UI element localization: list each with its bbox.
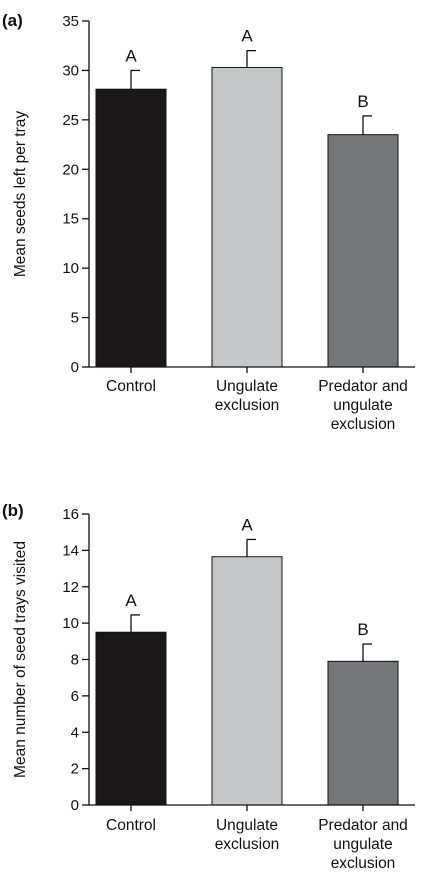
x-tick-label-line: exclusion (215, 397, 280, 414)
panel-label: (b) (2, 501, 24, 520)
bar (327, 660, 399, 806)
significance-letter: A (241, 27, 253, 46)
bar (211, 556, 283, 806)
y-tick-label: 0 (71, 797, 79, 814)
y-tick-label: 4 (71, 724, 79, 741)
x-tick-label: Predator and ungulate exclusion (318, 378, 408, 433)
y-tick-label: 35 (62, 13, 79, 30)
x-tick-label: Control (106, 378, 156, 395)
significance-letter: A (125, 46, 137, 65)
x-tick-label-line: exclusion (331, 416, 396, 433)
y-tick-label: 14 (62, 542, 79, 559)
x-tick-label-line: ungulate (333, 397, 392, 414)
significance-letter: B (357, 620, 368, 639)
y-tick-label: 15 (62, 211, 79, 228)
y-tick-label: 10 (62, 615, 79, 632)
x-tick-label-line: exclusion (331, 855, 396, 872)
y-tick-label: 2 (71, 761, 79, 778)
y-tick-label: 8 (71, 652, 79, 669)
x-tick-label-line: exclusion (215, 836, 280, 853)
significance-letter: A (125, 591, 137, 610)
x-tick-label: Ungulate exclusion (215, 378, 280, 414)
x-tick-label-line: Control (106, 817, 156, 834)
x-tick-label-line: Ungulate (216, 817, 278, 834)
x-tick-label-line: Ungulate (216, 378, 278, 395)
bar (95, 88, 167, 368)
y-axis-title: Mean number of seed trays visited (12, 541, 29, 778)
chart-panel-a: (a) Mean seeds left per tray A Control A Ungu… (2, 11, 415, 433)
y-tick-label: 6 (71, 688, 79, 705)
x-tick-label: Ungulate exclusion (215, 817, 280, 853)
chart-panel-b: (b) Mean number of seed trays visited A Con… (2, 501, 415, 872)
y-tick-label: 10 (62, 260, 79, 277)
y-tick-label: 20 (62, 161, 79, 178)
y-tick-label: 16 (62, 506, 79, 523)
panel-label: (a) (2, 11, 23, 30)
x-tick-label-line: Predator and (318, 378, 408, 395)
x-tick-label-line: ungulate (333, 836, 392, 853)
y-tick-label: 0 (71, 359, 79, 376)
y-tick-label: 5 (71, 310, 79, 327)
x-tick-label: Control (106, 817, 156, 834)
x-tick-label-line: Predator and (318, 817, 408, 834)
significance-letter: A (241, 515, 253, 534)
bar (95, 631, 167, 806)
bar (327, 134, 399, 368)
bar (211, 66, 283, 368)
y-tick-label: 30 (62, 62, 79, 79)
y-tick-label: 25 (62, 112, 79, 129)
x-tick-label-line: Control (106, 378, 156, 395)
y-tick-label: 12 (62, 579, 79, 596)
significance-letter: B (357, 92, 368, 111)
y-axis-title: Mean seeds left per tray (12, 111, 29, 278)
x-tick-label: Predator and ungulate exclusion (318, 817, 408, 872)
